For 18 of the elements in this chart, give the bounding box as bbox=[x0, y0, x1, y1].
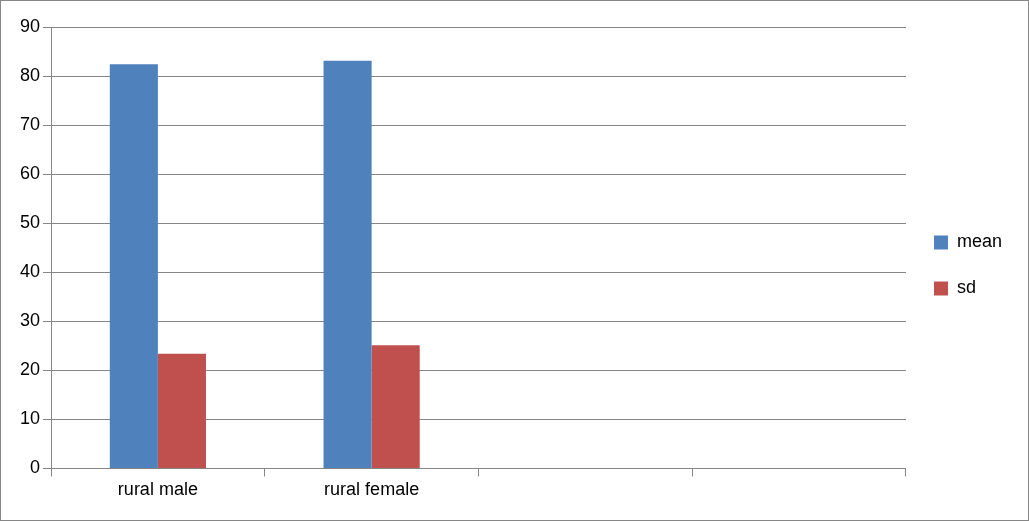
bar bbox=[157, 353, 206, 468]
y-tick-label: 50 bbox=[19, 212, 41, 233]
y-tick-label: 10 bbox=[19, 408, 41, 429]
y-tick-label: 0 bbox=[30, 457, 41, 478]
y-tick-label: 20 bbox=[19, 359, 41, 380]
y-tick-label: 30 bbox=[19, 310, 41, 331]
bar bbox=[371, 345, 420, 468]
y-tick-label: 70 bbox=[19, 114, 41, 135]
x-tick-label: rural male bbox=[117, 479, 198, 500]
y-tick-label: 80 bbox=[19, 65, 41, 86]
y-tick-label: 90 bbox=[19, 15, 41, 36]
bar bbox=[109, 64, 158, 468]
x-tick-label: rural female bbox=[324, 479, 420, 500]
y-tick-label: 60 bbox=[19, 163, 41, 184]
legend-label: sd bbox=[956, 277, 976, 298]
y-tick-label: 40 bbox=[19, 261, 41, 282]
legend-label: mean bbox=[956, 231, 1002, 252]
bar bbox=[323, 60, 372, 468]
